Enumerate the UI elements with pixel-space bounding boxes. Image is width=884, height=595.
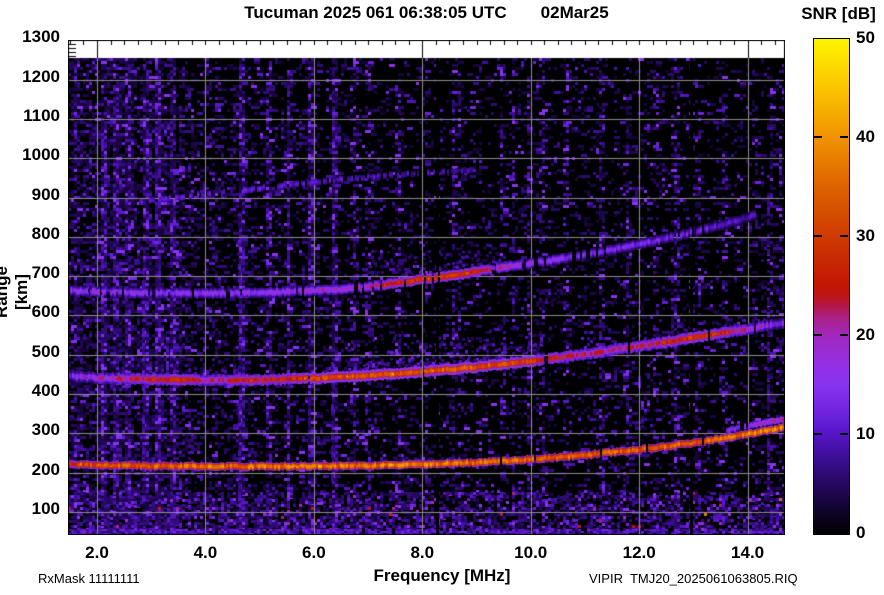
y-tick-label-1300: 1300 (22, 27, 60, 47)
colorbar-tick-label-20: 20 (856, 325, 875, 344)
colorbar-tick-label-50: 50 (856, 28, 875, 47)
ionogram-plot (68, 40, 785, 535)
colorbar-title: SNR [dB] (801, 4, 876, 23)
y-tick-label-1000: 1000 (22, 145, 60, 165)
x-tick-label-14: 14.0 (731, 543, 765, 562)
y-tick-label-400: 400 (31, 381, 60, 401)
colorbar-tick-mark-20 (814, 334, 822, 336)
title-station-time: Tucuman 2025 061 06:38:05 UTC (244, 3, 507, 22)
title-date: 02Mar25 (540, 3, 609, 22)
x-tick-label-8: 8.0 (410, 543, 435, 562)
rx-mask-text: RxMask 11111111 (38, 571, 140, 586)
y-tick-label-1200: 1200 (22, 66, 60, 86)
x-tick-label-10: 10.0 (514, 543, 548, 562)
x-tick-label-6: 6.0 (302, 543, 326, 562)
colorbar-tick-mark-10 (840, 433, 848, 435)
data-filename: VIPIR TMJ20_2025061063805.RIQ (589, 571, 798, 586)
colorbar-tick-mark-30 (814, 235, 822, 237)
y-tick-label-500: 500 (31, 341, 60, 361)
colorbar-tick-mark-40 (814, 136, 822, 138)
title: Tucuman 2025 061 06:38:05 UTC 02Mar25 (68, 3, 785, 23)
colorbar-tick-label-0: 0 (856, 523, 866, 542)
colorbar-tick-mark-30 (840, 235, 848, 237)
y-tick-label-1100: 1100 (23, 105, 60, 125)
x-axis-title: Frequency [MHz] (373, 566, 511, 585)
colorbar-tick-mark-10 (814, 433, 822, 435)
x-tick-label-12: 12.0 (622, 543, 656, 562)
y-tick-label-700: 700 (31, 263, 60, 283)
colorbar-tick-mark-20 (840, 334, 848, 336)
ionogram-canvas (68, 40, 785, 535)
x-tick-label-4: 4.0 (193, 543, 218, 562)
y-tick-label-600: 600 (31, 302, 60, 322)
colorbar (813, 38, 850, 535)
colorbar-tick-label-30: 30 (856, 226, 875, 245)
colorbar-tick-mark-40 (840, 136, 848, 138)
x-tick-label-2: 2.0 (85, 543, 109, 562)
y-tick-label-900: 900 (31, 184, 60, 204)
y-axis-title: Range [km] (0, 266, 31, 318)
y-tick-label-100: 100 (31, 499, 60, 518)
y-tick-label-300: 300 (31, 420, 60, 440)
y-tick-label-200: 200 (31, 459, 60, 479)
y-tick-label-800: 800 (31, 223, 60, 243)
colorbar-tick-label-40: 40 (856, 127, 875, 146)
colorbar-tick-label-10: 10 (856, 424, 875, 443)
